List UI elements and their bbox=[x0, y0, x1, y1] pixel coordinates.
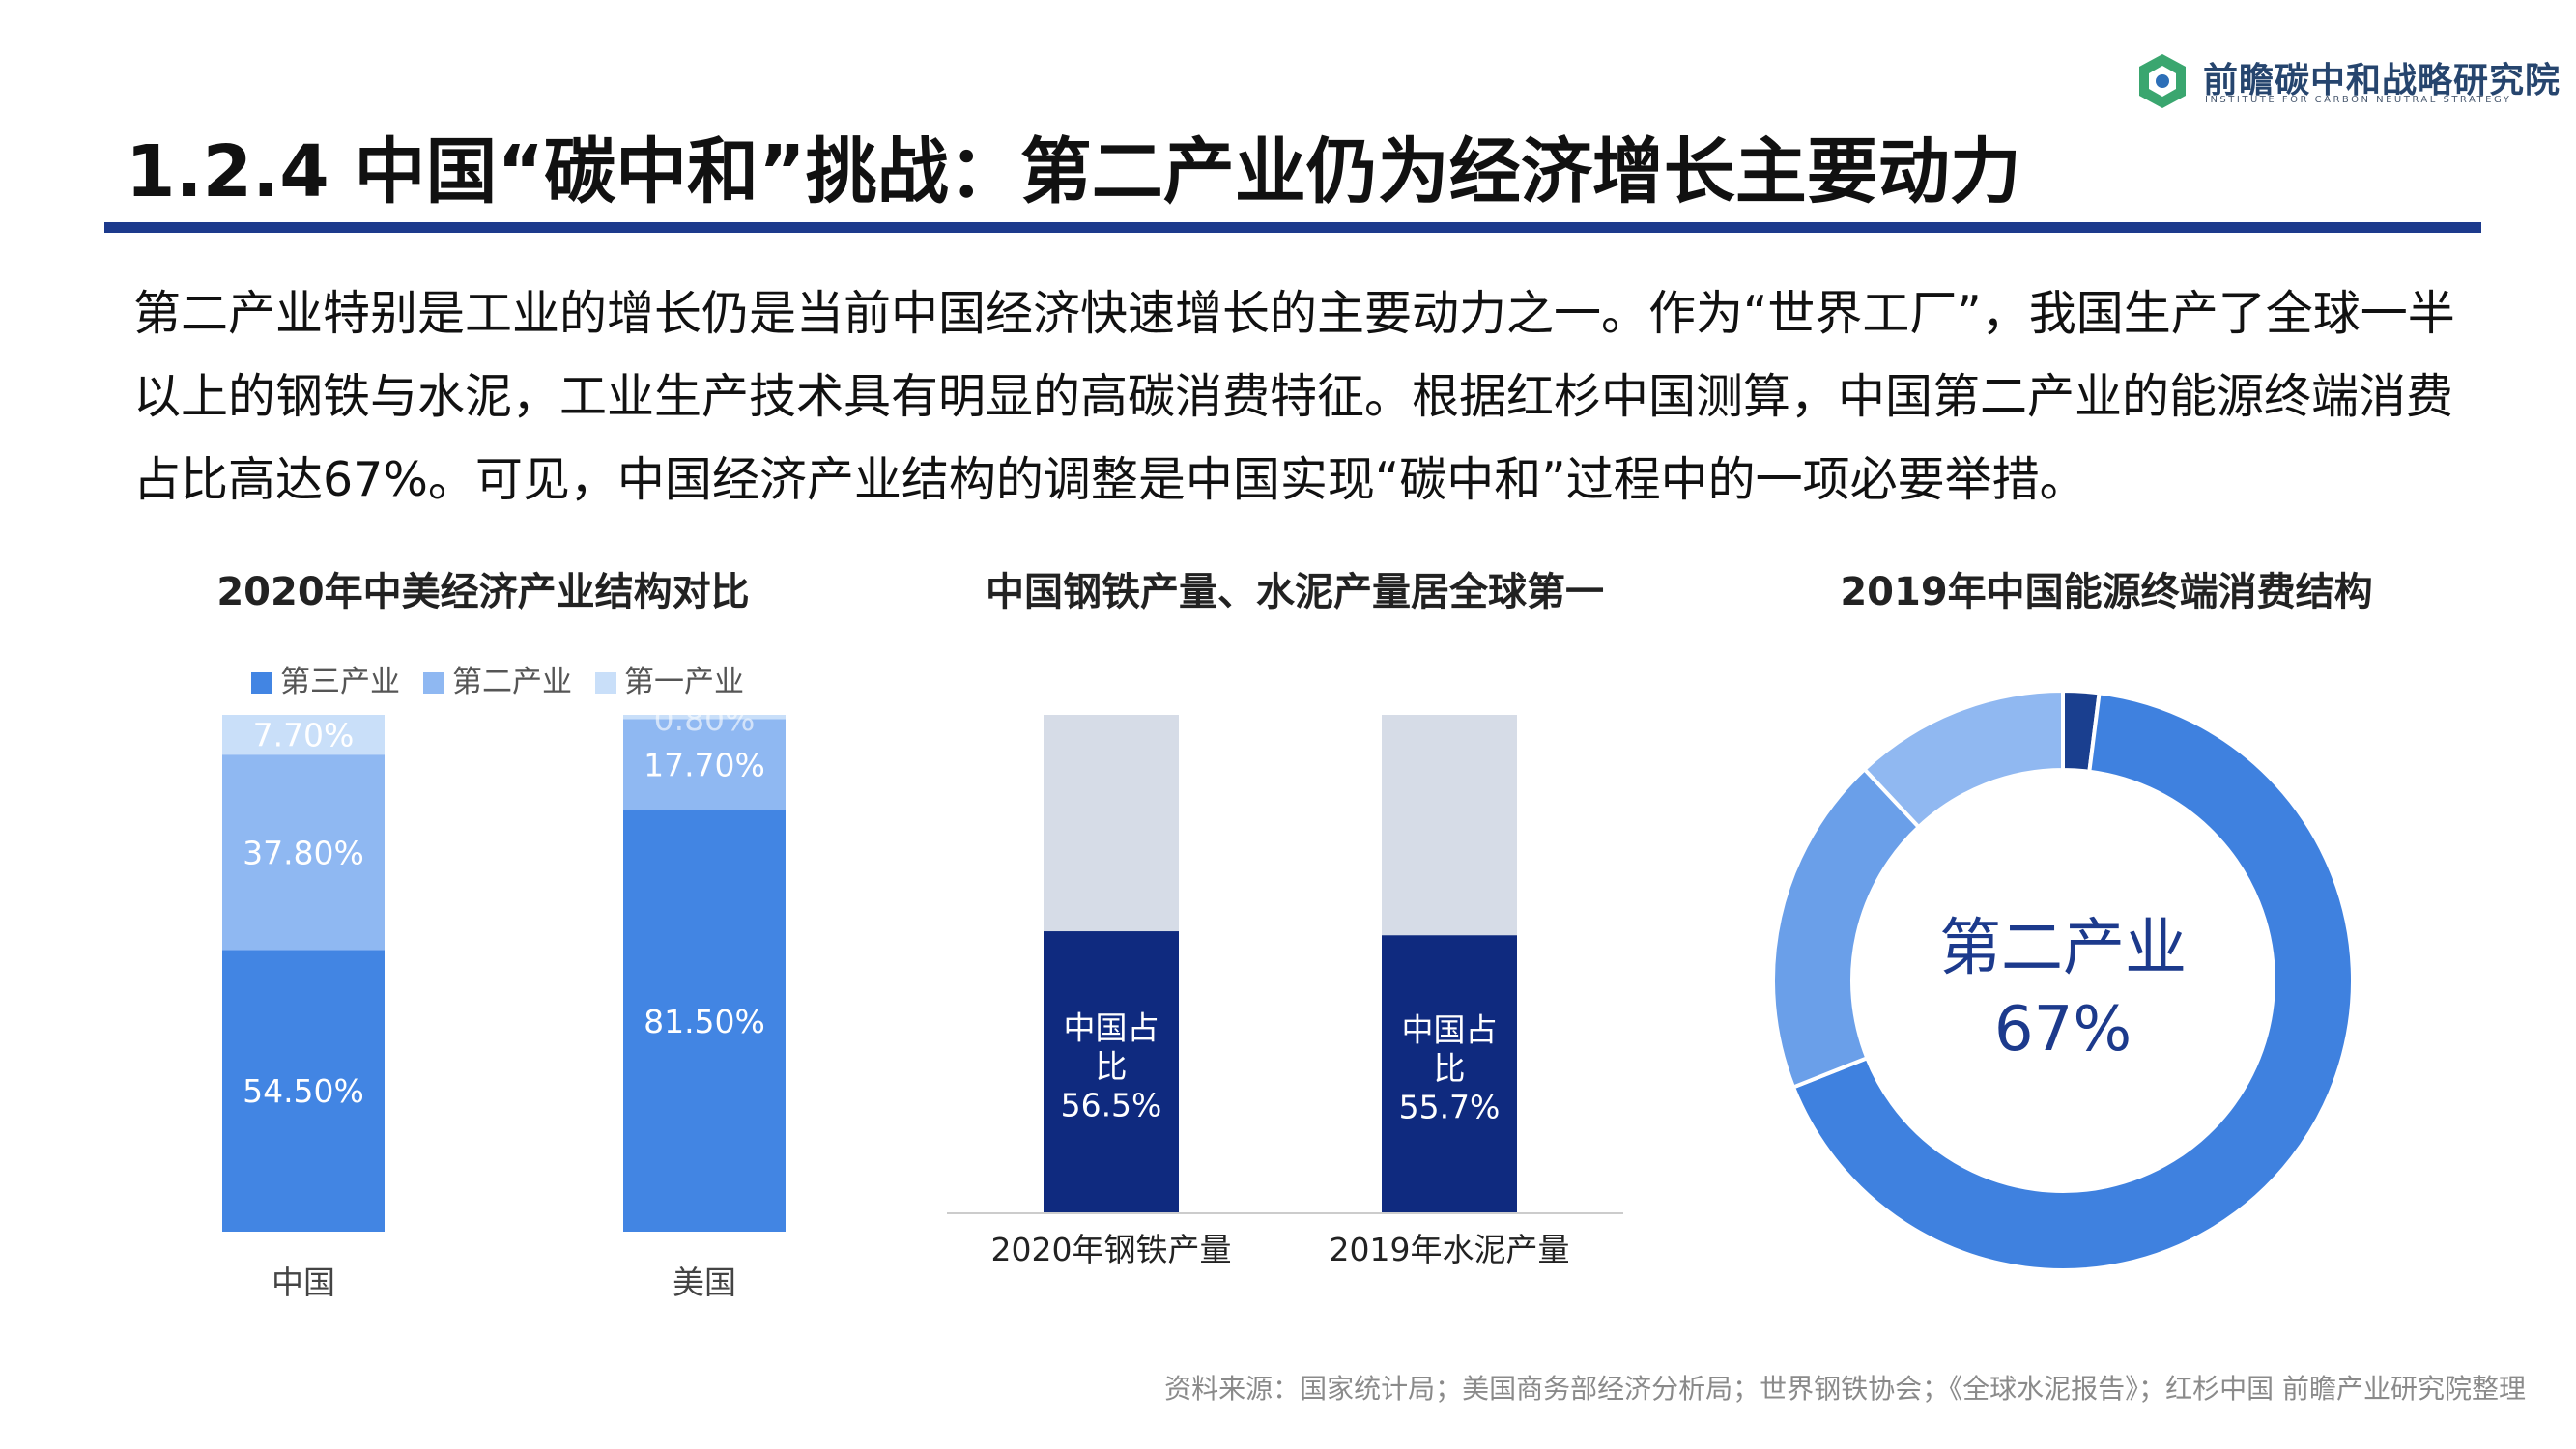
chart-2-title: 中国钢铁产量、水泥产量居全球第一 bbox=[986, 570, 1604, 614]
data-label-1-line-0: 中国占 bbox=[1402, 1011, 1498, 1049]
bar-segment-1-0 bbox=[623, 810, 786, 1232]
data-label-0-line-2: 56.5% bbox=[1061, 1087, 1162, 1124]
industry-structure-stacked-bar-chart: 第三产业 第二产业 第一产业 54.50% 37.80% 7.70% 中国 81.50% 17.… bbox=[222, 665, 786, 1301]
x-tick-label-1: 2019年水泥产量 bbox=[1330, 1231, 1570, 1268]
donut-center-value: 67% bbox=[1994, 994, 2132, 1065]
chart-3-title: 2019年中国能源终端消费结构 bbox=[1840, 570, 2373, 614]
data-label-1-2: 0.80% bbox=[654, 700, 756, 738]
institute-logo: 前瞻碳中和战略研究院 INSTITUTE FOR CARBON NEUTRAL … bbox=[2135, 48, 2560, 116]
page-title: 1.2.4 中国“碳中和”挑战：第二产业仍为经济增长主要动力 bbox=[126, 130, 2021, 213]
bar-segment-0-2 bbox=[222, 715, 385, 755]
bar-segment-0-1 bbox=[222, 754, 385, 951]
bar-segment-0-1 bbox=[1044, 715, 1179, 932]
hexagon-logo-icon bbox=[2139, 54, 2186, 108]
donut-slice-2 bbox=[1790, 691, 2355, 1272]
x-tick-label-0: 2020年钢铁产量 bbox=[991, 1231, 1232, 1268]
legend-swatch-2 bbox=[423, 672, 444, 694]
donut-center-label: 第二产业 bbox=[1939, 913, 2187, 984]
bar-segment-1-1 bbox=[1382, 715, 1517, 936]
data-label-1-1: 17.70% bbox=[644, 747, 765, 784]
data-label-1-line-2: 55.7% bbox=[1399, 1089, 1501, 1126]
legend-swatch-3 bbox=[595, 672, 616, 694]
data-label-0-0: 54.50% bbox=[243, 1072, 364, 1110]
x-tick-label-1: 美国 bbox=[673, 1264, 736, 1301]
donut-slice-3 bbox=[1771, 766, 1922, 1091]
bar-segment-1-1 bbox=[623, 719, 786, 810]
bar-segment-1-2 bbox=[623, 715, 786, 720]
title-divider bbox=[104, 222, 2481, 233]
donut-slice-4 bbox=[1861, 688, 2065, 830]
data-label-1-0: 81.50% bbox=[644, 1003, 765, 1040]
logo-english-name: INSTITUTE FOR CARBON NEUTRAL STRATEGY bbox=[2205, 95, 2512, 105]
chart-1-title: 2020年中美经济产业结构对比 bbox=[216, 570, 750, 614]
bar-segment-1-0 bbox=[1382, 935, 1517, 1212]
energy-consumption-donut-chart: 第二产业 67% bbox=[1771, 688, 2355, 1272]
x-tick-label-0: 中国 bbox=[272, 1264, 335, 1301]
data-label-0-2: 7.70% bbox=[253, 717, 355, 754]
legend-label-3: 第一产业 bbox=[624, 665, 744, 699]
legend-label-2: 第二产业 bbox=[452, 665, 572, 699]
data-label-1-line-1: 比 bbox=[1434, 1050, 1466, 1088]
logo-chinese-name: 前瞻碳中和战略研究院 bbox=[2203, 61, 2562, 100]
data-label-0-line-1: 比 bbox=[1096, 1048, 1128, 1086]
data-label-0-1: 37.80% bbox=[243, 834, 364, 871]
data-label-0-line-0: 中国占 bbox=[1064, 1009, 1159, 1047]
source-note: 资料来源：国家统计局；美国商务部经济分析局；世界钢铁协会；《全球水泥报告》；红杉… bbox=[1164, 1373, 2526, 1405]
intro-paragraph: 第二产业特别是工业的增长仍是当前中国经济快速增长的主要动力之一。作为“世界工厂”… bbox=[133, 286, 2455, 507]
legend-label-1: 第三产业 bbox=[280, 665, 400, 699]
bar-segment-0-0 bbox=[222, 950, 385, 1232]
bar-segment-0-0 bbox=[1044, 931, 1179, 1212]
legend-swatch-1 bbox=[251, 672, 272, 694]
